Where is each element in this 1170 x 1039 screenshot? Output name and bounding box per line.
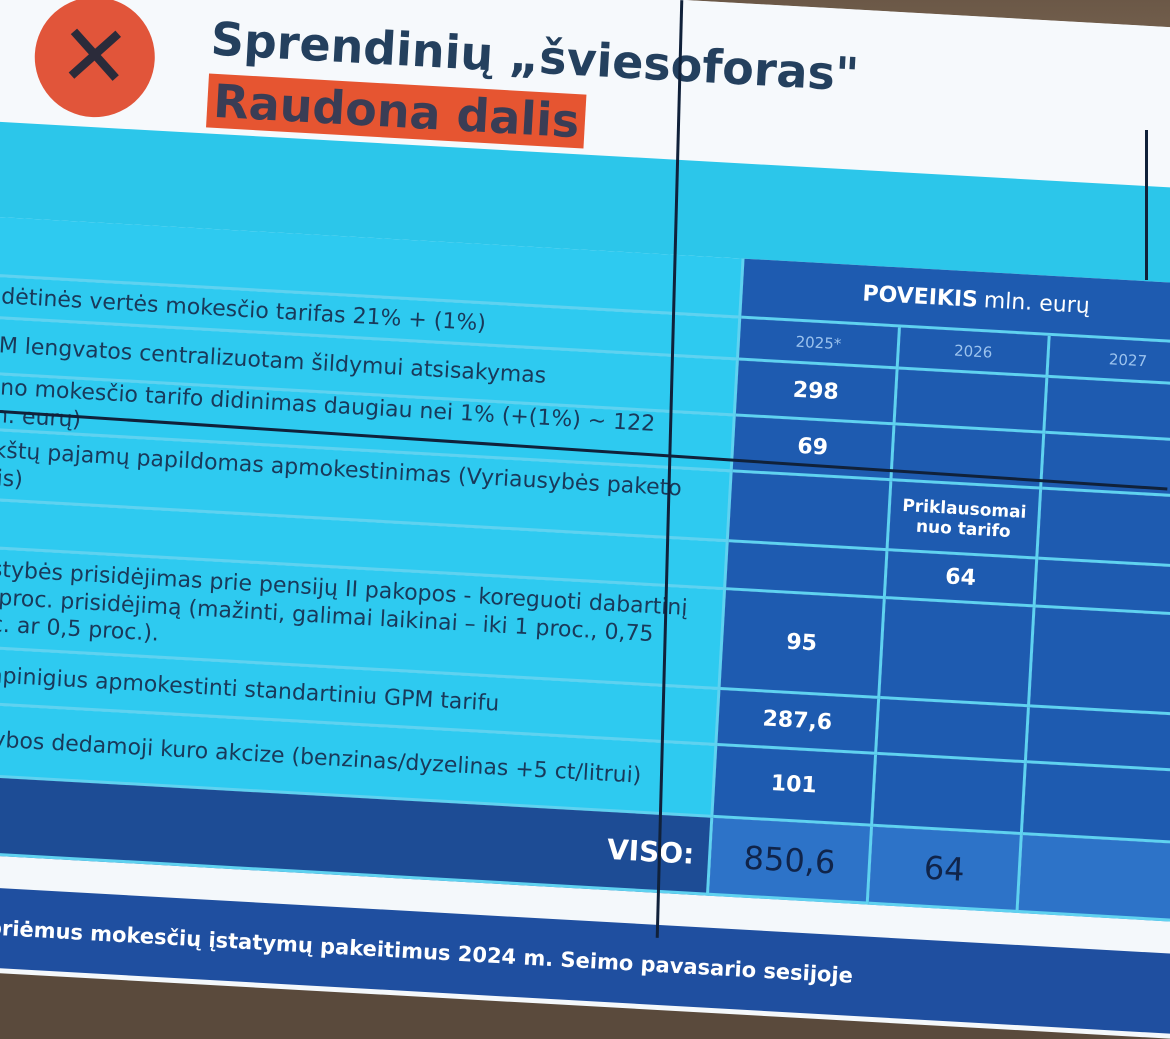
table-cell-2026 [880, 599, 1036, 708]
impact-header-unit: mln. eurų [983, 288, 1091, 320]
table-cell-2025: 298 [735, 360, 899, 426]
total-2027 [1018, 835, 1170, 922]
table-cell-2027 [1026, 707, 1170, 773]
table-cell-2025: 101 [713, 745, 878, 827]
table-cell-2026 [895, 369, 1049, 434]
table-cell-2027 [1029, 607, 1170, 717]
table-cell-2026: Priklausomai nuo tarifo [888, 481, 1043, 560]
table-cell-2025: 95 [720, 590, 886, 699]
table-cell-2026: 64 [885, 551, 1039, 608]
table-cell-2025 [728, 472, 893, 552]
screen-seam-right [1145, 130, 1148, 280]
table-cell-2027 [1038, 489, 1170, 569]
impact-header-title: POVEIKIS [861, 281, 979, 313]
table-cell-2025: 69 [732, 416, 896, 482]
table-cell-2026 [873, 754, 1027, 836]
total-2026: 64 [868, 826, 1023, 914]
table-cell-2027 [1045, 377, 1170, 443]
table-cell-2025: 287,6 [717, 690, 881, 755]
red-x-icon: ✕ [31, 0, 159, 121]
table-cell-2027 [1022, 763, 1170, 845]
impact-table: POVEIKIS mln. eurų Pridėtinės vertės mok… [0, 214, 1170, 922]
total-2025: 850,6 [708, 817, 874, 905]
table-cell-2026 [877, 698, 1030, 764]
